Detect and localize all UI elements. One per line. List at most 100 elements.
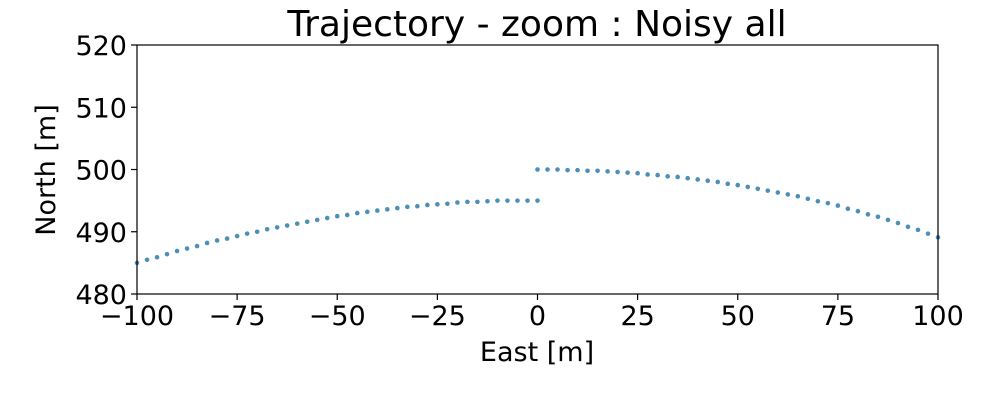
trajectory-point <box>825 200 831 206</box>
x-axis-ticks: −100 −75 −50 −25 0 25 50 75 100 <box>100 294 964 332</box>
trajectory-point <box>875 214 881 220</box>
trajectory-point <box>785 192 791 197</box>
trajectory-point <box>445 201 450 207</box>
trajectory-point <box>665 174 670 179</box>
x-tick-label: 100 <box>912 301 964 332</box>
trajectory-point <box>765 188 771 193</box>
trajectory-point <box>214 238 220 243</box>
trajectory-point <box>465 199 470 205</box>
trajectory-point <box>194 243 200 249</box>
trajectory-point <box>705 178 711 184</box>
trajectory-point <box>224 236 230 241</box>
y-tick-label: 500 <box>75 156 127 187</box>
trajectory-point <box>835 203 841 208</box>
trajectory-point <box>495 198 500 203</box>
y-axis-ticks: 480 490 500 510 520 <box>75 31 137 311</box>
trajectory-point <box>715 179 721 185</box>
trajectory-point <box>375 208 380 213</box>
trajectory-point <box>344 212 350 218</box>
trajectory-point <box>695 177 700 182</box>
trajectory-point <box>354 210 360 216</box>
trajectory-point <box>304 219 310 225</box>
trajectory-point <box>475 199 480 205</box>
trajectory-point <box>655 172 660 178</box>
trajectory-point <box>925 231 931 236</box>
trajectory-point <box>505 198 510 203</box>
trajectory-point <box>685 175 690 181</box>
trajectory-point <box>324 215 330 221</box>
trajectory-point <box>254 229 260 235</box>
trajectory-point <box>585 168 590 174</box>
trajectory-point <box>294 221 300 226</box>
chart-title: Trajectory - zoom : Noisy all <box>286 4 786 45</box>
trajectory-point <box>805 196 811 202</box>
trajectory-point <box>174 248 180 254</box>
trajectory-point <box>485 198 490 204</box>
trajectory-point <box>575 167 580 173</box>
trajectory-point <box>815 198 821 204</box>
x-tick-label: 0 <box>529 301 546 332</box>
trajectory-point <box>745 184 751 190</box>
x-tick-label: 50 <box>721 301 755 332</box>
trajectory-point <box>795 193 801 199</box>
trajectory-point <box>775 190 781 195</box>
trajectory-point <box>515 198 520 203</box>
trajectory-point <box>735 182 741 188</box>
trajectory-point <box>755 186 761 192</box>
trajectory-point <box>154 254 160 260</box>
trajectory-point <box>244 231 250 236</box>
trajectory-point <box>435 202 440 207</box>
trajectory-point <box>385 207 390 212</box>
trajectory-point <box>915 227 921 233</box>
trajectory-point <box>525 198 530 203</box>
trajectory-segment-1 <box>134 198 540 266</box>
trajectory-point <box>364 209 370 215</box>
x-tick-label: 75 <box>821 301 855 332</box>
x-tick-label: −75 <box>209 301 266 332</box>
x-axis-label: East [m] <box>480 337 594 368</box>
trajectory-point <box>184 246 190 251</box>
trajectory-point <box>395 205 400 211</box>
x-tick-label: −25 <box>409 301 466 332</box>
trajectory-point <box>234 233 240 239</box>
trajectory-point <box>845 206 851 212</box>
x-tick-label: 25 <box>620 301 654 332</box>
trajectory-point <box>455 200 460 205</box>
trajectory-point <box>164 251 170 257</box>
trajectory-point <box>264 226 270 232</box>
trajectory-point <box>284 223 290 228</box>
trajectory-point <box>855 208 861 214</box>
trajectory-point <box>555 167 560 172</box>
trajectory-point <box>545 167 550 172</box>
trajectory-point <box>905 224 911 230</box>
trajectory-point <box>885 217 891 223</box>
trajectory-point <box>425 202 430 208</box>
trajectory-point <box>274 225 280 230</box>
trajectory-point <box>204 240 210 246</box>
trajectory-point <box>725 181 731 187</box>
trajectory-point <box>675 174 680 180</box>
y-tick-label: 520 <box>75 31 127 62</box>
trajectory-point <box>605 169 610 174</box>
trajectory-point <box>535 198 540 203</box>
y-tick-label: 480 <box>75 280 127 311</box>
y-axis-label: North [m] <box>31 104 62 235</box>
trajectory-point <box>635 170 640 176</box>
x-tick-label: −100 <box>100 301 174 332</box>
trajectory-point <box>144 257 150 263</box>
trajectory-point <box>895 220 901 226</box>
trajectory-point <box>334 213 340 219</box>
y-tick-label: 490 <box>75 218 127 249</box>
trajectory-point <box>595 168 600 174</box>
trajectory-point <box>865 212 871 217</box>
y-tick-label: 510 <box>75 93 127 124</box>
trajectory-point <box>615 169 620 175</box>
trajectory-point <box>415 203 420 209</box>
x-tick-label: −50 <box>309 301 366 332</box>
trajectory-point <box>565 167 570 173</box>
trajectory-point <box>625 170 630 175</box>
trajectory-point <box>645 172 650 177</box>
trajectory-point <box>314 217 320 223</box>
